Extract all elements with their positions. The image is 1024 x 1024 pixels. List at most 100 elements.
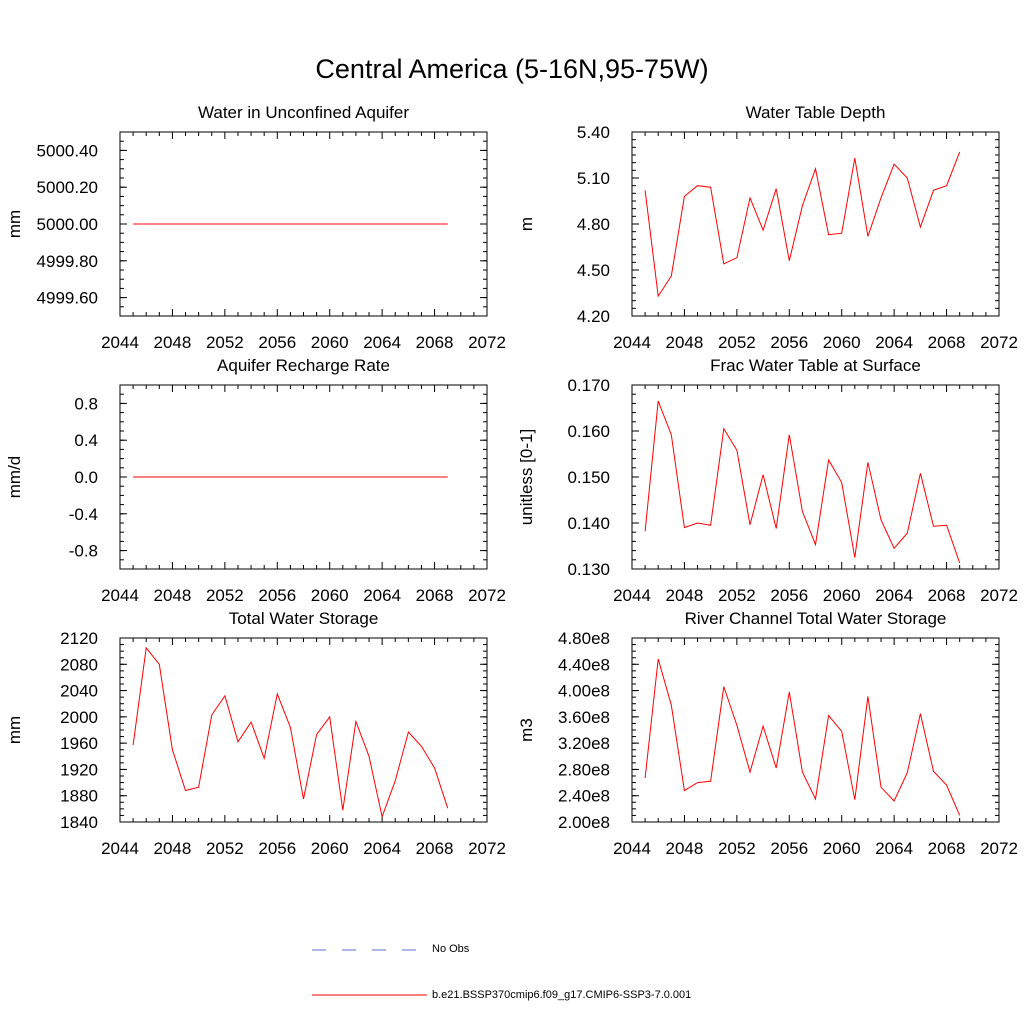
y-tick-label: 2.40e8: [558, 787, 610, 806]
y-tick-label: 0.8: [74, 394, 98, 413]
y-tick-label: 0.150: [567, 468, 610, 487]
x-tick-label: 2068: [416, 839, 454, 858]
y-tick-label: 3.60e8: [558, 708, 610, 727]
legend-obs-label: No Obs: [432, 943, 470, 955]
y-tick-label: -0.4: [69, 505, 98, 524]
y-tick-label: 3.20e8: [558, 734, 610, 753]
x-tick-label: 2056: [258, 586, 296, 605]
panel-5: Total Water Storage mm 2044 2048 2052 2056 206…: [5, 609, 506, 858]
legend-model-swatch: [312, 994, 427, 996]
y-tick-label: 4.80e8: [558, 629, 610, 648]
x-tick-label: 2060: [311, 586, 349, 605]
panel-title: Water Table Depth: [746, 103, 886, 122]
x-tick-label: 2064: [363, 839, 401, 858]
y-tick-label: 5000.20: [37, 178, 98, 197]
y-tick-label: 5000.00: [37, 215, 98, 234]
x-tick-label: 2056: [770, 839, 808, 858]
x-tick-label: 2072: [980, 586, 1018, 605]
y-tick-label: -0.8: [69, 542, 98, 561]
x-tick-label: 2048: [666, 586, 704, 605]
y-tick-label: 4999.80: [37, 252, 98, 271]
x-tick-label: 2044: [613, 333, 651, 352]
x-tick-label: 2064: [363, 333, 401, 352]
y-tick-label: 0.140: [567, 514, 610, 533]
series-line: [644, 151, 961, 298]
y-axis-label: m3: [517, 718, 536, 742]
x-tick-label: 2056: [258, 839, 296, 858]
x-tick-label: 2052: [718, 586, 756, 605]
y-tick-label: 4.40e8: [558, 655, 610, 674]
x-tick-label: 2056: [770, 586, 808, 605]
x-tick-label: 2064: [875, 333, 913, 352]
series-line: [644, 658, 961, 816]
y-tick-label: 1880: [60, 787, 98, 806]
panel-title: Total Water Storage: [229, 609, 379, 628]
y-tick-label: 2.00e8: [558, 813, 610, 832]
x-tick-label: 2056: [258, 333, 296, 352]
x-tick-label: 2052: [718, 839, 756, 858]
y-tick-label: 5000.40: [37, 141, 98, 160]
y-tick-label: 4.20: [577, 307, 610, 326]
y-tick-label: 2.80e8: [558, 760, 610, 779]
x-tick-label: 2064: [875, 839, 913, 858]
legend-model-label: b.e21.BSSP370cmip6.f09_g17.CMIP6-SSP3-7.…: [432, 989, 692, 1001]
y-tick-label: 1960: [60, 734, 98, 753]
panel-title: Water in Unconfined Aquifer: [198, 103, 409, 122]
x-tick-label: 2044: [613, 839, 651, 858]
y-tick-label: 5.10: [577, 169, 610, 188]
x-tick-label: 2060: [823, 333, 861, 352]
figure-title: Central America (5-16N,95-75W): [315, 54, 709, 84]
y-tick-label: 0.4: [74, 431, 98, 450]
x-tick-label: 2052: [206, 586, 244, 605]
x-tick-label: 2052: [206, 839, 244, 858]
x-tick-label: 2048: [666, 333, 704, 352]
y-axis-label: mm: [5, 210, 24, 238]
y-tick-label: 2000: [60, 708, 98, 727]
series-line: [132, 646, 449, 819]
y-axis-label: mm/d: [5, 456, 24, 499]
plot-frame: [119, 637, 488, 823]
x-tick-label: 2056: [770, 333, 808, 352]
x-tick-label: 2072: [468, 586, 506, 605]
x-tick-label: 2068: [928, 839, 966, 858]
series-line: [644, 400, 961, 564]
legend-obs-swatch: [312, 949, 422, 951]
panel-1: Water in Unconfined Aquifer mm 2044 2048 205…: [5, 103, 506, 352]
y-tick-label: 4999.60: [37, 289, 98, 308]
panel-title: Aquifer Recharge Rate: [217, 356, 390, 375]
x-tick-label: 2060: [311, 333, 349, 352]
y-tick-label: 0.130: [567, 560, 610, 579]
x-tick-label: 2068: [416, 333, 454, 352]
x-tick-label: 2044: [101, 839, 139, 858]
plot-frame: [631, 637, 1000, 823]
y-tick-label: 5.40: [577, 123, 610, 142]
x-tick-label: 2072: [980, 333, 1018, 352]
x-tick-label: 2048: [154, 333, 192, 352]
y-tick-label: 1840: [60, 813, 98, 832]
y-axis-label: mm: [5, 716, 24, 744]
x-tick-label: 2060: [823, 839, 861, 858]
panel-2: Water Table Depth m 2044 2048 2052 2056 2060 20…: [517, 103, 1018, 352]
y-tick-label: 1920: [60, 760, 98, 779]
y-tick-label: 4.00e8: [558, 682, 610, 701]
panel-4: Frac Water Table at Surface unitless [0-1…: [517, 356, 1018, 605]
y-tick-label: 2040: [60, 682, 98, 701]
y-tick-label: 2080: [60, 655, 98, 674]
x-tick-label: 2072: [468, 333, 506, 352]
y-tick-label: 0.170: [567, 376, 610, 395]
x-tick-label: 2064: [875, 586, 913, 605]
y-axis-label: m: [517, 217, 536, 231]
x-tick-label: 2068: [416, 586, 454, 605]
x-tick-label: 2068: [928, 586, 966, 605]
panel-title: Frac Water Table at Surface: [710, 356, 921, 375]
x-tick-label: 2060: [311, 839, 349, 858]
x-tick-label: 2044: [101, 333, 139, 352]
y-axis-label: unitless [0-1]: [517, 429, 536, 525]
x-tick-label: 2048: [154, 586, 192, 605]
x-tick-label: 2060: [823, 586, 861, 605]
y-tick-label: 4.80: [577, 215, 610, 234]
plot-frame: [631, 131, 1000, 317]
y-tick-label: 0.0: [74, 468, 98, 487]
